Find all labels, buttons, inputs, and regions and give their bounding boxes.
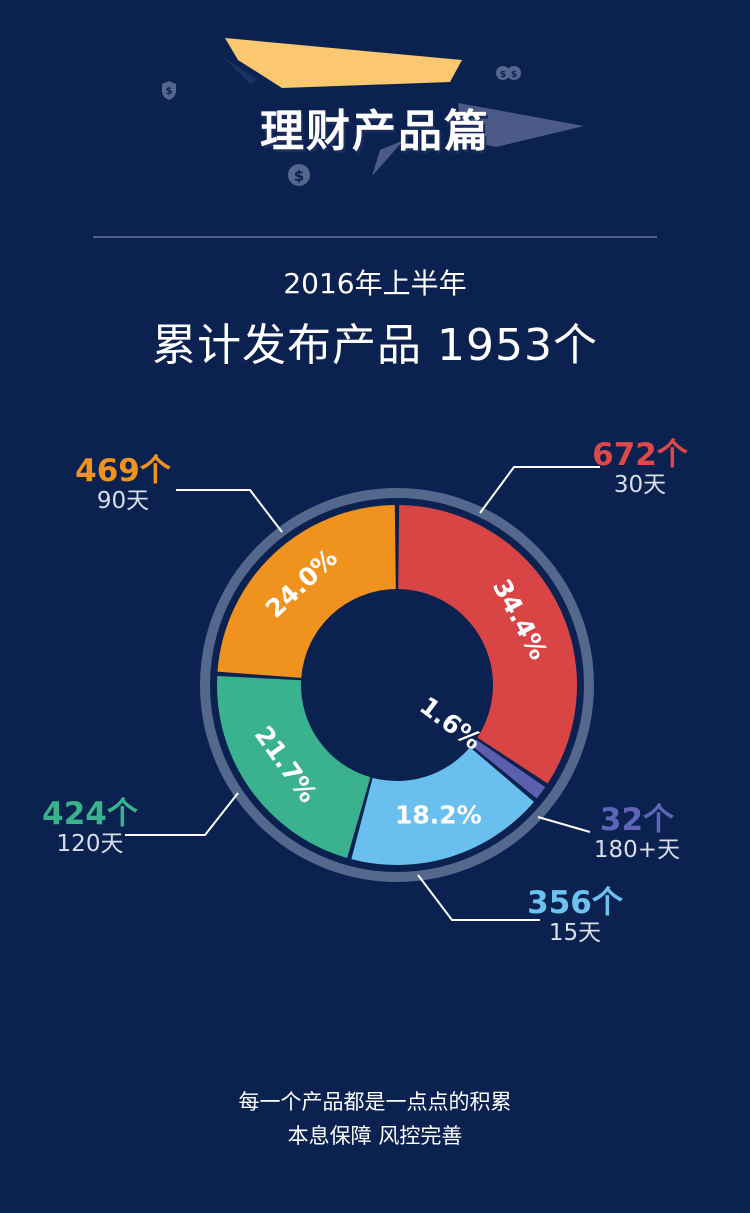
donut-chart: 34.4%1.6%18.2%21.7%24.0% xyxy=(125,466,600,921)
donut-slice xyxy=(217,505,396,678)
leader-line xyxy=(417,874,540,921)
footer-line-1: 每一个产品都是一点点的积累 xyxy=(238,1090,512,1114)
slice-days-label: 90天 xyxy=(96,488,150,514)
money-bag-icon: $ $ xyxy=(496,66,521,80)
slice-count-label: 32个 xyxy=(599,802,675,838)
callout-15-days: 356个 15天 xyxy=(520,886,630,946)
leader-line xyxy=(479,466,600,514)
leader-line xyxy=(176,489,283,533)
donut-slice xyxy=(471,739,546,799)
callout-180-days: 32个 180+天 xyxy=(578,803,696,863)
donut-slice xyxy=(351,747,534,865)
outer-ring xyxy=(200,488,594,882)
banner-ribbon-tail xyxy=(372,140,404,176)
title-divider xyxy=(93,236,657,238)
svg-text:$: $ xyxy=(511,70,517,80)
slice-days-label: 120天 xyxy=(56,831,124,857)
slice-days-label: 15天 xyxy=(548,920,602,946)
callout-90-days: 469个 90天 xyxy=(68,454,178,514)
svg-text:$: $ xyxy=(166,86,173,97)
shield-icon: $ xyxy=(162,81,176,100)
banner-ribbon-yellow xyxy=(225,38,462,88)
banner-ribbon-dark xyxy=(222,56,258,84)
leader-line xyxy=(537,816,591,833)
slice-percent-label: 18.2% xyxy=(395,801,482,830)
banner-ribbon-grey xyxy=(458,103,584,147)
slice-days-label: 180+天 xyxy=(593,837,681,863)
banner-graphic: $ $ $ $ xyxy=(162,38,584,186)
svg-text:$: $ xyxy=(500,70,506,80)
callout-30-days: 672个 30天 xyxy=(585,438,695,498)
donut-slice xyxy=(398,505,577,784)
callout-120-days: 424个 120天 xyxy=(35,797,145,857)
slice-count-label: 424个 xyxy=(42,796,138,832)
leader-line xyxy=(125,792,239,836)
slice-days-label: 30天 xyxy=(613,472,667,498)
footer-line-2: 本息保障 风控完善 xyxy=(287,1124,463,1148)
total-products-label: 累计发布产品 1953个 xyxy=(152,320,598,371)
coin-icon: $ xyxy=(288,164,310,186)
period-label: 2016年上半年 xyxy=(283,267,467,300)
slice-percent-label: 1.6% xyxy=(414,691,487,756)
slice-count-label: 469个 xyxy=(75,453,171,489)
page-title: 理财产品篇 xyxy=(260,106,490,157)
donut-slice xyxy=(217,676,371,858)
slice-count-label: 356个 xyxy=(527,885,623,921)
slice-count-label: 672个 xyxy=(592,437,688,473)
svg-text:$: $ xyxy=(294,167,304,185)
